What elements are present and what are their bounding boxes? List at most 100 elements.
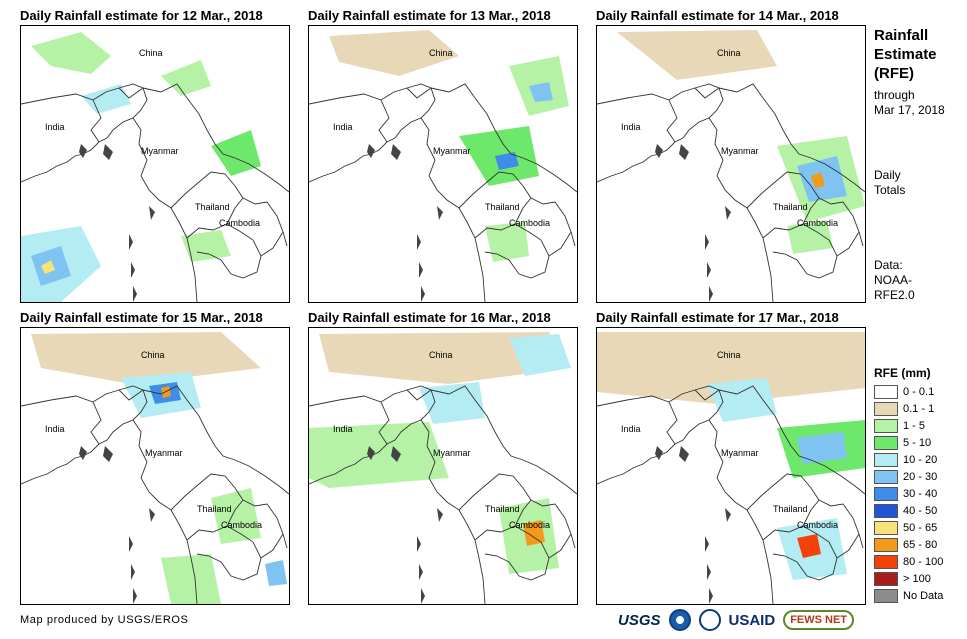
label-myanmar: Myanmar	[721, 146, 759, 156]
label-india: India	[621, 122, 641, 132]
fews-net-logo: FEWS NET	[783, 610, 855, 630]
label-myanmar: Myanmar	[433, 146, 471, 156]
legend-item: 1 - 5	[874, 417, 943, 434]
legend-item: 80 - 100	[874, 553, 943, 570]
label-india: India	[333, 424, 353, 434]
label-india: India	[621, 424, 641, 434]
daily-text: Daily	[874, 168, 901, 182]
legend-swatch	[874, 554, 898, 569]
through-text: through	[874, 88, 915, 102]
rfe-title: Rainfall Estimate (RFE)	[874, 26, 937, 83]
rainfall-field	[31, 332, 287, 604]
legend-item: 0.1 - 1	[874, 400, 943, 417]
rainfall-map: China India Myanmar Thailand Cambodia	[308, 25, 578, 303]
rainfall-map: China India Myanmar Thailand Cambodia	[20, 25, 290, 303]
label-thailand: Thailand	[485, 504, 520, 514]
rainfall-map: China India Myanmar Thailand Cambodia	[596, 25, 866, 303]
rainfall-field	[597, 332, 865, 580]
label-cambodia: Cambodia	[221, 520, 262, 530]
legend-swatch	[874, 503, 898, 518]
legend-swatch	[874, 384, 898, 399]
rainfall-field	[21, 32, 261, 302]
legend-label: > 100	[903, 572, 931, 585]
legend-item: 20 - 30	[874, 468, 943, 485]
map-credit: Map produced by USGS/EROS	[20, 614, 189, 626]
legend-label: 10 - 20	[903, 453, 938, 466]
legend-item: No Data	[874, 587, 943, 604]
rainfall-field	[309, 332, 571, 574]
rfe-title-line1: Rainfall	[874, 27, 929, 44]
label-china: China	[717, 350, 741, 360]
legend-item: 0 - 0.1	[874, 383, 943, 400]
label-china: China	[141, 350, 165, 360]
through-date: Mar 17, 2018	[874, 103, 945, 117]
panel-title: Daily Rainfall estimate for 17 Mar., 201…	[596, 310, 839, 325]
label-thailand: Thailand	[773, 504, 808, 514]
label-china: China	[717, 48, 741, 58]
usgs-logo: USGS	[618, 611, 661, 629]
legend-swatch	[874, 537, 898, 552]
panel-title: Daily Rainfall estimate for 13 Mar., 201…	[308, 8, 551, 23]
legend-swatch	[874, 401, 898, 416]
data-source1: NOAA-	[874, 273, 913, 287]
legend-label: 65 - 80	[903, 538, 938, 551]
label-thailand: Thailand	[773, 202, 808, 212]
legend-swatch	[874, 469, 898, 484]
legend-label: 5 - 10	[903, 436, 932, 449]
label-china: China	[139, 48, 163, 58]
legend-item: 65 - 80	[874, 536, 943, 553]
legend-item: 50 - 65	[874, 519, 943, 536]
label-cambodia: Cambodia	[797, 520, 838, 530]
partner-logos: USGS USAID FEWS NET	[618, 606, 855, 634]
legend-swatch	[874, 571, 898, 586]
label-india: India	[45, 122, 65, 132]
rainfall-field	[617, 30, 865, 254]
usaid-seal-icon	[698, 609, 721, 631]
legend-swatch	[874, 588, 898, 603]
legend-label: 20 - 30	[903, 470, 938, 483]
legend-swatch	[874, 452, 898, 467]
daily-totals: Daily Totals	[874, 168, 905, 198]
legend-label: 30 - 40	[903, 487, 938, 500]
rainfall-map: China India Myanmar Thailand Cambodia	[308, 327, 578, 605]
panel-title: Daily Rainfall estimate for 16 Mar., 201…	[308, 310, 551, 325]
legend-label: 0 - 0.1	[903, 385, 935, 398]
legend-swatch	[874, 520, 898, 535]
legend-item: 5 - 10	[874, 434, 943, 451]
label-myanmar: Myanmar	[141, 146, 179, 156]
legend-label: 1 - 5	[903, 419, 926, 432]
legend-label: 80 - 100	[903, 555, 944, 568]
noaa-logo-icon	[668, 609, 691, 631]
panel-title: Daily Rainfall estimate for 14 Mar., 201…	[596, 8, 839, 23]
legend-label: No Data	[903, 589, 944, 602]
rfe-title-line3: (RFE)	[874, 65, 914, 82]
rainfall-map: China India Myanmar Thailand Cambodia	[596, 327, 866, 605]
legend-label: 50 - 65	[903, 521, 938, 534]
legend-item: 30 - 40	[874, 485, 943, 502]
label-thailand: Thailand	[195, 202, 230, 212]
data-source2: RFE2.0	[874, 288, 915, 302]
panel-title: Daily Rainfall estimate for 12 Mar., 201…	[20, 8, 263, 23]
legend-label: 0.1 - 1	[903, 402, 935, 415]
rfe-title-line2: Estimate	[874, 46, 937, 63]
label-india: India	[333, 122, 353, 132]
label-india: India	[45, 424, 65, 434]
data-source: Data: NOAA- RFE2.0	[874, 258, 915, 303]
totals-text: Totals	[874, 183, 906, 197]
legend-swatch	[874, 435, 898, 450]
usaid-logo: USAID	[728, 611, 776, 629]
legend-item: > 100	[874, 570, 943, 587]
legend-item: 10 - 20	[874, 451, 943, 468]
label-cambodia: Cambodia	[219, 218, 260, 228]
data-label: Data:	[874, 258, 903, 272]
legend-swatch	[874, 418, 898, 433]
rainfall-map: China India Myanmar Thailand Cambodia	[20, 327, 290, 605]
legend-title: RFE (mm)	[874, 366, 931, 380]
label-china: China	[429, 350, 453, 360]
panel-title: Daily Rainfall estimate for 15 Mar., 201…	[20, 310, 263, 325]
label-myanmar: Myanmar	[433, 448, 471, 458]
label-myanmar: Myanmar	[721, 448, 759, 458]
legend: 0 - 0.1 0.1 - 1 1 - 5 5 - 10 10 - 20 20 - 30 3…	[874, 383, 943, 604]
label-myanmar: Myanmar	[145, 448, 183, 458]
label-thailand: Thailand	[197, 504, 232, 514]
